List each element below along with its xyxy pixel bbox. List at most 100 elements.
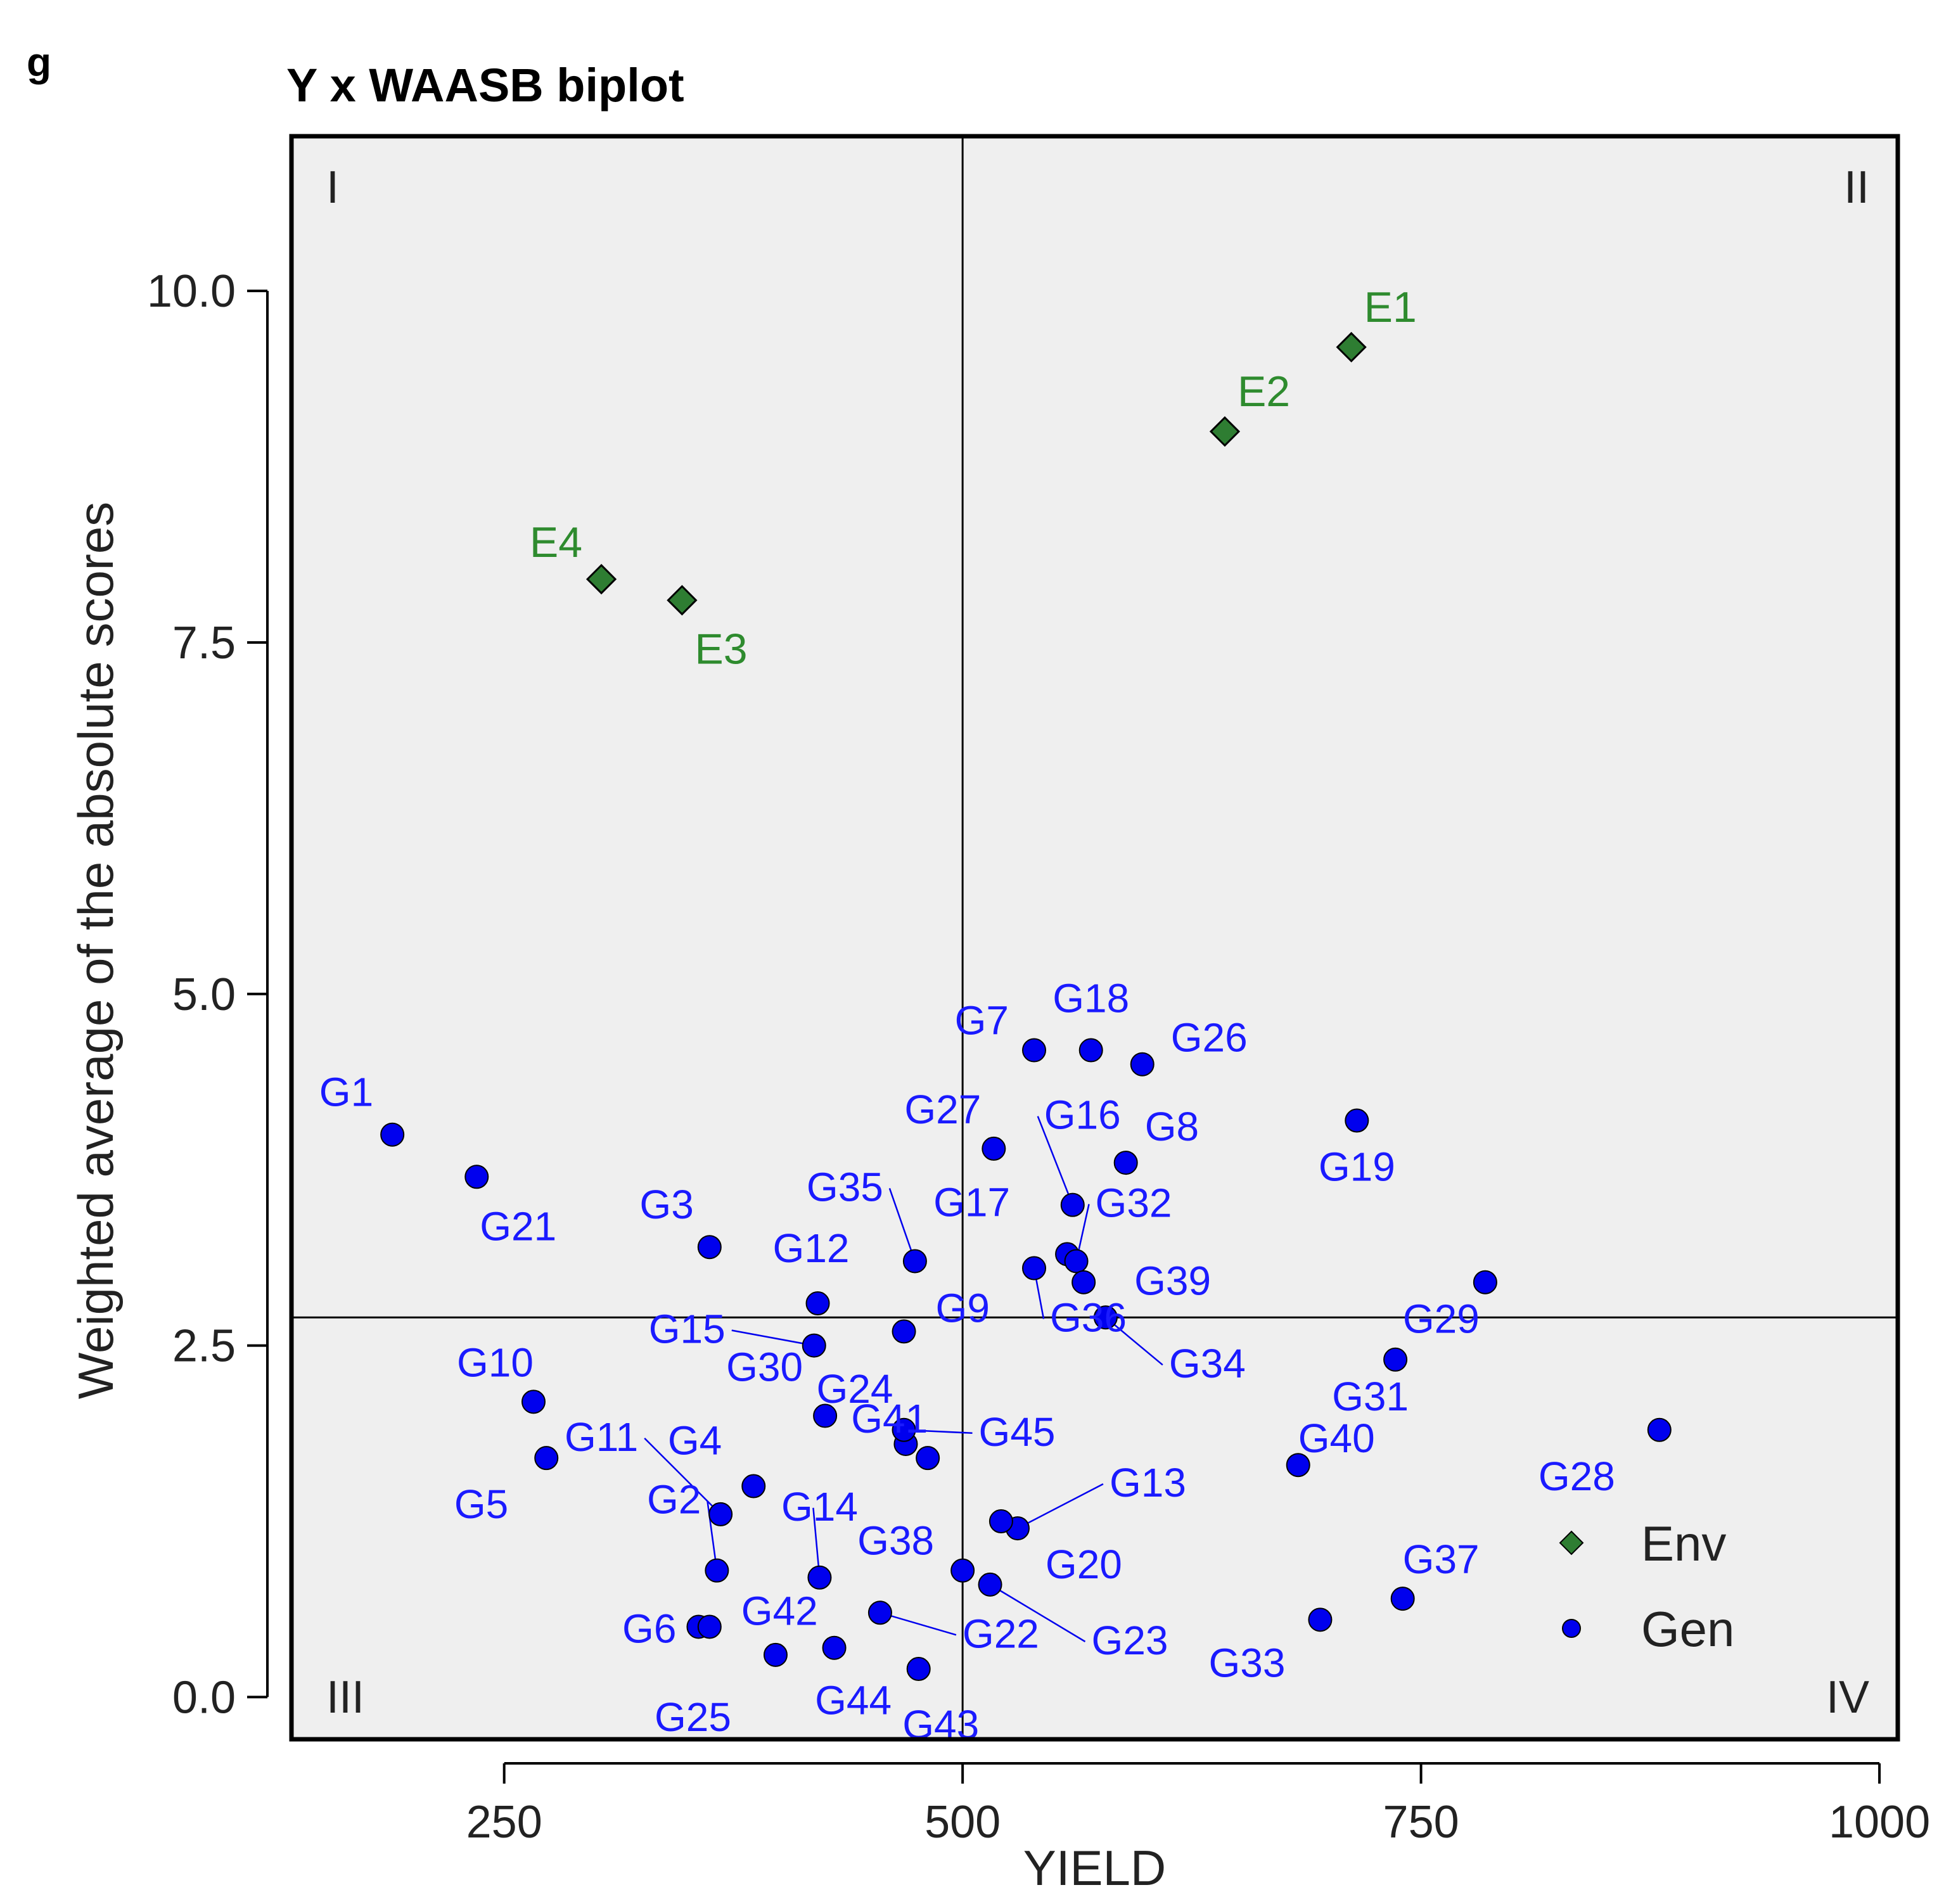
gen-point-label: G24 [816,1366,893,1412]
leader-line [644,1438,722,1515]
quadrant-label: III [326,1672,364,1723]
gen-point [802,1333,826,1358]
point-labels: E1 E2 E3 E4 G1 G2 G3 G4 G5 G6 G7 G8 G9 G10 G11 G12 G13 G1… [319,283,1615,1747]
env-point [585,563,617,595]
env-series [585,331,1367,616]
panel-tag: g [27,39,51,85]
gen-point [763,1642,788,1667]
x-axis-title: YIELD [1023,1840,1166,1896]
gen-point [950,1558,975,1583]
x-axis: 250 500 750 1000 [466,1762,1930,1848]
gen-point [988,1509,1013,1534]
gen-series [380,1038,1672,1682]
gen-point-label: G28 [1538,1454,1615,1499]
y-tick-label: 0.0 [172,1672,236,1723]
gen-point-label: G42 [741,1588,818,1633]
gen-point [867,1601,892,1625]
gen-point-label: G9 [936,1285,990,1331]
gen-point [464,1165,489,1189]
quadrant-label: II [1844,162,1869,213]
gen-point-label: G15 [649,1307,726,1352]
y-axis-title: Weighted average of the absolute scores [68,502,124,1399]
y-axis: 0.0 2.5 5.0 7.5 10.0 [147,266,269,1723]
gen-point-label: G44 [815,1678,892,1723]
gen-point-label: G38 [857,1518,934,1564]
gen-point [1647,1417,1672,1442]
gen-point-label: G11 [565,1414,638,1460]
y-tick-label: 5.0 [172,969,236,1020]
env-point [1336,331,1367,363]
gen-point-label: G35 [807,1164,883,1210]
legend-gen-marker [1562,1619,1581,1638]
gen-point [813,1403,838,1428]
gen-point-label: G32 [1096,1180,1172,1225]
x-tick-label: 500 [924,1797,1001,1848]
leader-line [731,1329,814,1346]
gen-point [892,1417,916,1442]
gen-point-label: G19 [1319,1144,1395,1190]
gen-point [978,1572,1002,1597]
env-point [1209,416,1241,447]
gen-point [1345,1108,1369,1133]
gen-point [902,1249,927,1274]
gen-point [705,1558,729,1583]
gen-point-label: G25 [655,1694,731,1740]
leader-line [989,1583,1086,1642]
env-point-label: E1 [1364,283,1417,331]
gen-point-label: G8 [1145,1104,1199,1149]
gen-point-label: G30 [726,1345,803,1390]
gen-point-label: G41 [851,1396,928,1441]
gen-point [1064,1249,1089,1274]
gen-point-label: G1 [319,1070,373,1115]
legend: Env Gen [1559,1516,1734,1657]
gen-point [822,1635,847,1660]
gen-point-label: G3 [639,1182,693,1227]
legend-env-marker [1559,1530,1584,1556]
x-tick-label: 1000 [1829,1797,1930,1848]
gen-point-label: G16 [1044,1092,1121,1138]
gen-point-label: G12 [773,1225,850,1271]
gen-point-label: G13 [1110,1460,1186,1505]
gen-point [380,1122,405,1147]
gen-point-label: G31 [1332,1374,1409,1419]
gen-point [697,1614,722,1639]
env-point-label: E4 [530,518,582,566]
gen-point-label: G21 [480,1203,556,1249]
gen-point-label: G10 [457,1339,534,1385]
legend-label: Gen [1641,1601,1734,1657]
plot-frame [289,134,1900,1742]
gen-point-label: G2 [647,1477,701,1523]
gen-point-label: G39 [1134,1258,1211,1304]
gen-point-label: G7 [955,998,1009,1044]
gen-point [741,1474,766,1498]
gen-point-label: G37 [1403,1537,1480,1582]
gen-point [521,1390,546,1414]
gen-point [534,1446,559,1471]
gen-point [697,1235,722,1260]
gen-point [1078,1038,1103,1063]
leader-line [1017,1483,1104,1530]
gen-point-label: G18 [1052,976,1129,1021]
gen-point-label: G34 [1169,1341,1246,1386]
gen-point-label: G17 [933,1179,1010,1225]
x-tick-label: 750 [1383,1797,1459,1848]
gen-point [1022,1038,1047,1063]
quadrant-label: IV [1826,1672,1869,1723]
gen-point [916,1446,940,1471]
gen-point-label: G22 [963,1611,1039,1656]
gen-point [1130,1052,1155,1077]
gen-point-label: G23 [1092,1618,1168,1663]
gen-point-label: G4 [668,1418,722,1464]
leader-line [1105,1317,1163,1366]
gen-point [1308,1607,1333,1632]
env-point-label: E3 [694,625,747,673]
gen-point-label: G40 [1298,1415,1375,1461]
gen-point [982,1136,1006,1161]
leader-line [1037,1116,1073,1206]
gen-point [1473,1270,1497,1294]
gen-point [1071,1270,1096,1294]
gen-point [1390,1587,1415,1611]
gen-point-label: G36 [1050,1295,1127,1341]
gen-point [807,1565,832,1590]
gen-point-label: G45 [979,1409,1056,1455]
